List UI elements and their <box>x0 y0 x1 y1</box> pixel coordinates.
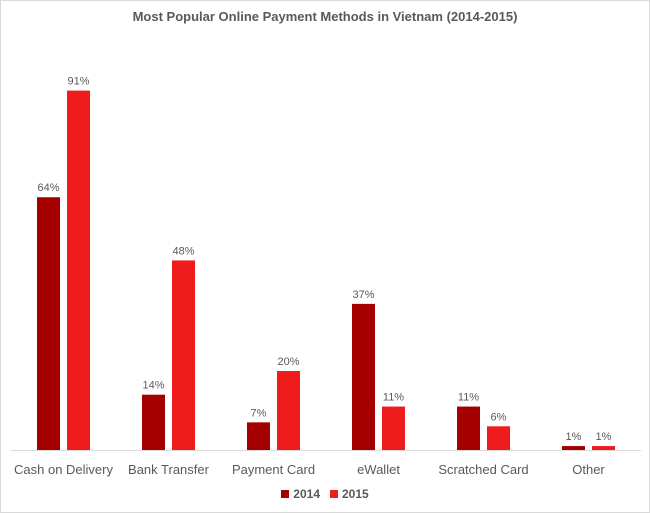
legend-swatch-2015 <box>330 490 338 498</box>
x-tick-label-0: Cash on Delivery <box>14 462 113 477</box>
legend-label-2015: 2015 <box>342 487 369 501</box>
data-label-2015-4: 6% <box>491 411 507 423</box>
legend: 2014 2015 <box>1 487 649 501</box>
bar-2014-0 <box>37 197 60 450</box>
data-label-2015-0: 91% <box>67 76 89 88</box>
bar-2014-2 <box>247 422 270 450</box>
bar-2014-4 <box>457 406 480 450</box>
x-tick-label-4: Scratched Card <box>438 462 528 477</box>
bar-2014-5 <box>562 446 585 450</box>
bar-2015-4 <box>487 426 510 450</box>
legend-swatch-2014 <box>281 490 290 498</box>
bar-2015-5 <box>592 446 615 450</box>
data-label-2014-1: 14% <box>142 380 164 392</box>
x-tick-label-5: Other <box>572 462 605 477</box>
bar-2015-1 <box>172 260 195 450</box>
data-label-2015-5: 1% <box>596 431 612 443</box>
bar-2014-1 <box>142 394 165 450</box>
data-label-2014-0: 64% <box>37 182 59 194</box>
data-label-2014-4: 11% <box>458 392 479 404</box>
legend-item-2014: 2014 <box>281 487 320 501</box>
bar-2015-3 <box>382 406 405 450</box>
data-label-2015-2: 20% <box>277 356 299 368</box>
legend-item-2015: 2015 <box>330 487 369 501</box>
bar-2015-2 <box>277 371 300 450</box>
chart-title: Most Popular Online Payment Methods in V… <box>132 9 518 24</box>
legend-label-2014: 2014 <box>293 487 320 501</box>
bar-2014-3 <box>352 303 375 450</box>
data-label-2015-1: 48% <box>172 245 194 257</box>
data-label-2015-3: 11% <box>383 392 404 404</box>
bar-2015-0 <box>67 90 90 450</box>
data-label-2014-2: 7% <box>251 407 267 419</box>
data-label-2014-3: 37% <box>352 289 374 301</box>
data-label-2014-5: 1% <box>566 431 582 443</box>
x-tick-label-3: eWallet <box>357 462 400 477</box>
x-tick-label-2: Payment Card <box>232 462 315 477</box>
x-tick-label-1: Bank Transfer <box>128 462 210 477</box>
